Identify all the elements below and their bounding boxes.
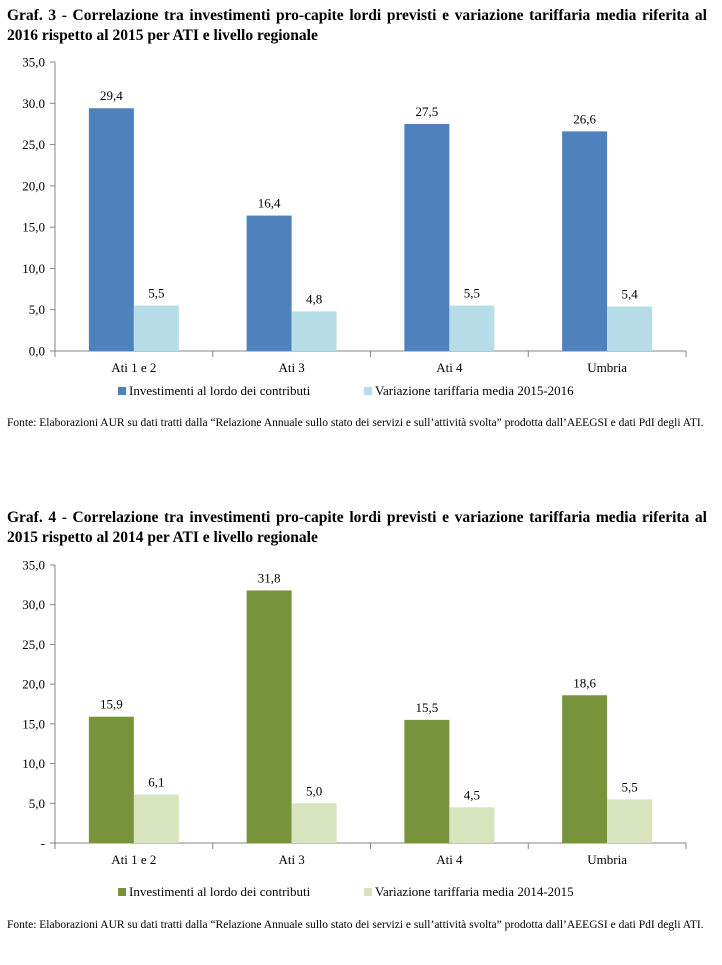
data-label: 4,8 [306,291,322,306]
chart-section-1: Graf. 3 - Correlazione tra investimenti … [0,0,722,470]
bar [246,590,292,843]
data-label: 4,5 [464,787,480,802]
x-tick-label: Umbria [587,852,627,867]
bar [291,803,337,843]
data-label: 31,8 [258,570,281,585]
y-tick-label: 5,0 [29,302,45,317]
bar [404,719,450,843]
y-tick-label: 25,0 [22,637,45,652]
x-tick-label: Ati 1 e 2 [111,360,156,375]
y-tick-label: 35,0 [22,55,45,70]
legend-swatch [364,387,372,395]
y-tick-label: 0,0 [29,344,45,359]
data-label: 26,6 [573,111,596,126]
y-tick-label: 30.0 [22,96,45,111]
bar [246,215,292,351]
chart-title: Graf. 3 - Correlazione tra investimenti … [7,7,707,44]
y-tick-label: - [41,836,45,851]
bar [562,131,608,351]
legend-label: Investimenti al lordo dei contributi [129,383,311,398]
x-tick-label: Ati 4 [436,360,463,375]
data-label: 5,5 [148,286,164,301]
y-tick-label: 20,0 [22,178,45,193]
x-tick-label: Umbria [587,360,627,375]
chart-title: Graf. 4 - Correlazione tra investimenti … [7,509,707,546]
chart-source: Fonte: Elaborazioni AUR su dati tratti d… [7,417,704,429]
bar [88,716,134,843]
x-tick-label: Ati 3 [278,360,304,375]
data-label: 5,0 [306,783,322,798]
data-label: 16,4 [258,196,281,211]
y-tick-label: 15,0 [22,716,45,731]
legend-swatch [364,888,372,896]
data-label: 27,5 [416,104,439,119]
chart-section-2: Graf. 4 - Correlazione tra investimenti … [0,470,722,955]
y-tick-label: 10,0 [22,261,45,276]
bar [88,108,134,351]
x-tick-label: Ati 3 [278,852,304,867]
y-tick-label: 35,0 [22,558,45,573]
bar [607,306,653,351]
bar [449,305,495,351]
data-label: 5,5 [464,286,480,301]
data-label: 18,6 [573,675,596,690]
data-label: 15,9 [100,697,123,712]
y-tick-label: 25,0 [22,137,45,152]
bar [607,799,653,843]
y-tick-label: 30,0 [22,597,45,612]
bar [449,807,495,843]
y-tick-label: 5,0 [29,796,45,811]
legend-swatch [118,387,126,395]
x-tick-label: Ati 4 [436,852,463,867]
chart-source: Fonte: Elaborazioni AUR su dati tratti d… [7,919,704,931]
legend-swatch [118,888,126,896]
bar [133,305,179,351]
bar-chart: 0,0 5,0 10,0 15,0 20,0 25,0 30.0 35,0 Ati 1 e 2 2… [22,55,687,398]
data-label: 5,4 [622,286,639,301]
bar-chart: - 5,0 10,0 15,0 20,0 25,0 30,0 35,0 Ati 1 e 2 15,… [22,558,687,899]
bar [133,794,179,843]
y-tick-label: 20,0 [22,677,45,692]
data-label: 15,5 [416,700,439,715]
x-tick-label: Ati 1 e 2 [111,852,156,867]
legend-label: Investimenti al lordo dei contributi [129,884,311,899]
y-tick-label: 15,0 [22,220,45,235]
data-label: 6,1 [148,775,164,790]
bar [404,123,450,351]
bar [562,695,608,843]
legend-label: Variazione tariffaria media 2014-2015 [375,884,574,899]
data-label: 29,4 [100,88,123,103]
legend-label: Variazione tariffaria media 2015-2016 [375,383,574,398]
y-tick-label: 10,0 [22,756,45,771]
bar [291,311,337,351]
data-label: 5,5 [622,779,638,794]
